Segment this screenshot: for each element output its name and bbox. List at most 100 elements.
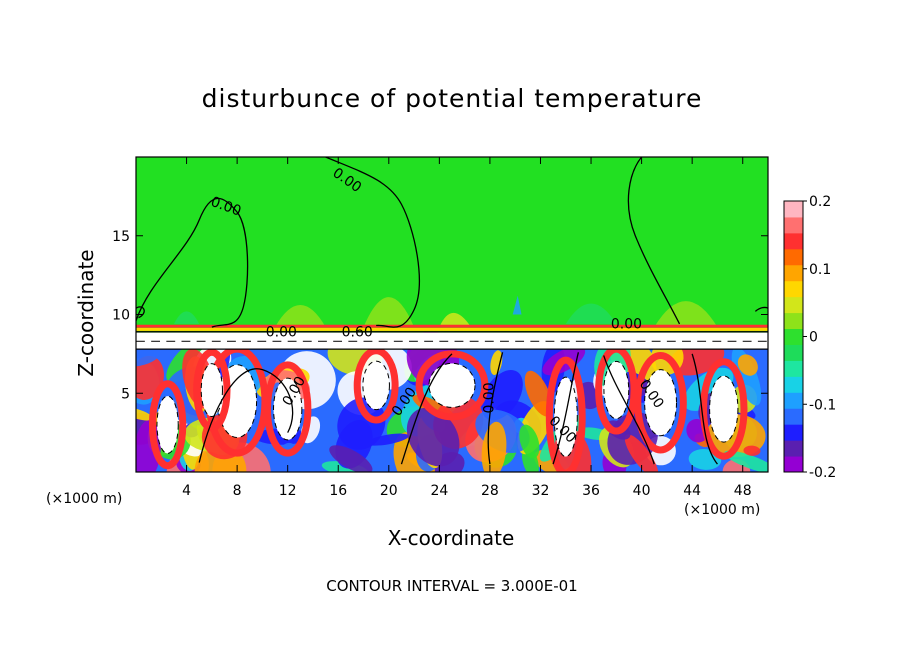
field-blob (624, 434, 659, 472)
interface-yellow-line (136, 327, 768, 331)
y-axis: 5 10 15 (112, 229, 768, 402)
x-tick-label: 36 (582, 483, 600, 499)
x-tick-label: 40 (633, 483, 651, 499)
x-tick-label: 24 (430, 483, 448, 499)
contour-negative (362, 360, 390, 411)
field-patch-upper (173, 311, 200, 324)
colorbar: 0.2 0.1 0 -0.1 -0.2 (783, 194, 836, 481)
field-eddy-core (273, 378, 302, 440)
field-eddy-core (709, 375, 738, 443)
y-tick-label: 5 (121, 386, 130, 402)
field-patch-upper (565, 303, 617, 324)
colorbar-swatch (784, 216, 803, 234)
x-tick-label: 48 (734, 483, 752, 499)
field-eddy-ring (148, 380, 187, 470)
colorbar-tick-label: 0.1 (809, 262, 831, 278)
field-blob (490, 350, 503, 375)
contour-label: 0.00 (611, 317, 642, 333)
colorbar-tick-label: -0.1 (809, 397, 836, 413)
chart-title: disturbunce of potential temperature (201, 84, 703, 113)
contour-zero (487, 352, 504, 465)
field-blob (519, 424, 540, 459)
contour-negative (553, 376, 578, 458)
x-tick-label: 32 (532, 483, 550, 499)
colorbar-swatch (784, 392, 803, 409)
field-eddy-core (603, 361, 629, 419)
field-patch-upper (275, 305, 326, 328)
field-eddy-ring (700, 358, 748, 460)
contour-negative (217, 364, 258, 439)
field-blob (136, 355, 164, 400)
colorbar-tick-label: 0.2 (809, 194, 831, 210)
x-axis: 4 8 12 16 20 24 28 32 36 40 44 48 (182, 157, 752, 499)
field-eddy-core (362, 361, 390, 410)
colorbar-swatch (784, 312, 803, 330)
y-tick-label: 10 (112, 308, 130, 324)
colorbar-swatch (784, 232, 803, 250)
interface-red-line (136, 324, 768, 328)
x-tick-label: 4 (182, 483, 191, 499)
field-eddy-core (156, 396, 179, 454)
colorbar-swatch (784, 328, 803, 345)
colorbar-swatch (784, 264, 803, 282)
x-unit-label-left: (×1000 m) (46, 491, 123, 507)
field-eddy-ring (353, 347, 399, 424)
colorbar-swatch (784, 360, 803, 377)
x-tick-label: 12 (279, 483, 297, 499)
field-patch-upper (439, 312, 471, 328)
field-blob (481, 369, 523, 421)
x-tick-label: 44 (683, 483, 701, 499)
y-tick-label: 15 (112, 229, 130, 245)
field-blob (743, 445, 761, 456)
field-blob (329, 445, 373, 472)
field-eddy-ring (545, 356, 586, 472)
contour-negative (156, 395, 179, 454)
colorbar-swatch (784, 296, 803, 314)
contour-zero (136, 306, 145, 319)
contour-label: 0.00 (266, 325, 297, 341)
field-patch-upper (363, 297, 415, 328)
contour-negative (644, 369, 677, 437)
x-tick-label: 16 (329, 483, 347, 499)
contour-zero (603, 355, 655, 465)
contour-zero (136, 197, 249, 328)
field-blob (406, 407, 460, 467)
contour-negative (273, 377, 303, 441)
field-patch-upper (654, 301, 718, 328)
colorbar-swatch (784, 440, 803, 457)
contour-label: 0.00 (482, 382, 498, 413)
x-tick-label: 28 (481, 483, 499, 499)
field-blob (524, 370, 553, 417)
contour-zero (627, 157, 681, 325)
x-axis-label: X-coordinate (387, 526, 515, 550)
colorbar-swatch (784, 248, 803, 266)
field-blob (737, 354, 758, 376)
contour-interval-note: CONTOUR INTERVAL = 3.000E-01 (326, 577, 578, 595)
colorbar-swatch (784, 280, 803, 298)
contour-label: 0.60 (342, 325, 373, 341)
colorbar-tick-label: 0 (809, 330, 818, 346)
field-eddy-ring (193, 348, 231, 432)
colorbar-swatch (784, 376, 803, 393)
field-eddy-ring (634, 351, 687, 454)
interface-white-band (136, 332, 768, 350)
contour-negative (709, 375, 739, 443)
contour-negative (428, 362, 476, 408)
contour-zero (400, 353, 453, 465)
colorbar-swatch (784, 201, 803, 218)
x-tick-label: 8 (233, 483, 242, 499)
contour-zero (691, 353, 718, 465)
colorbar-swatch (784, 456, 803, 473)
x-unit-label-right: (×1000 m) (684, 502, 761, 518)
field-patch-upper (512, 295, 522, 315)
contour-zero (552, 352, 580, 465)
contour-zero (325, 157, 420, 328)
colorbar-swatch (784, 408, 803, 425)
colorbar-swatch (784, 344, 803, 361)
field-eddy-ring (263, 361, 312, 457)
field-eddy-core (201, 363, 223, 417)
field-blob (366, 433, 409, 446)
field-eddy-core (428, 363, 476, 408)
x-tick-label: 20 (380, 483, 398, 499)
